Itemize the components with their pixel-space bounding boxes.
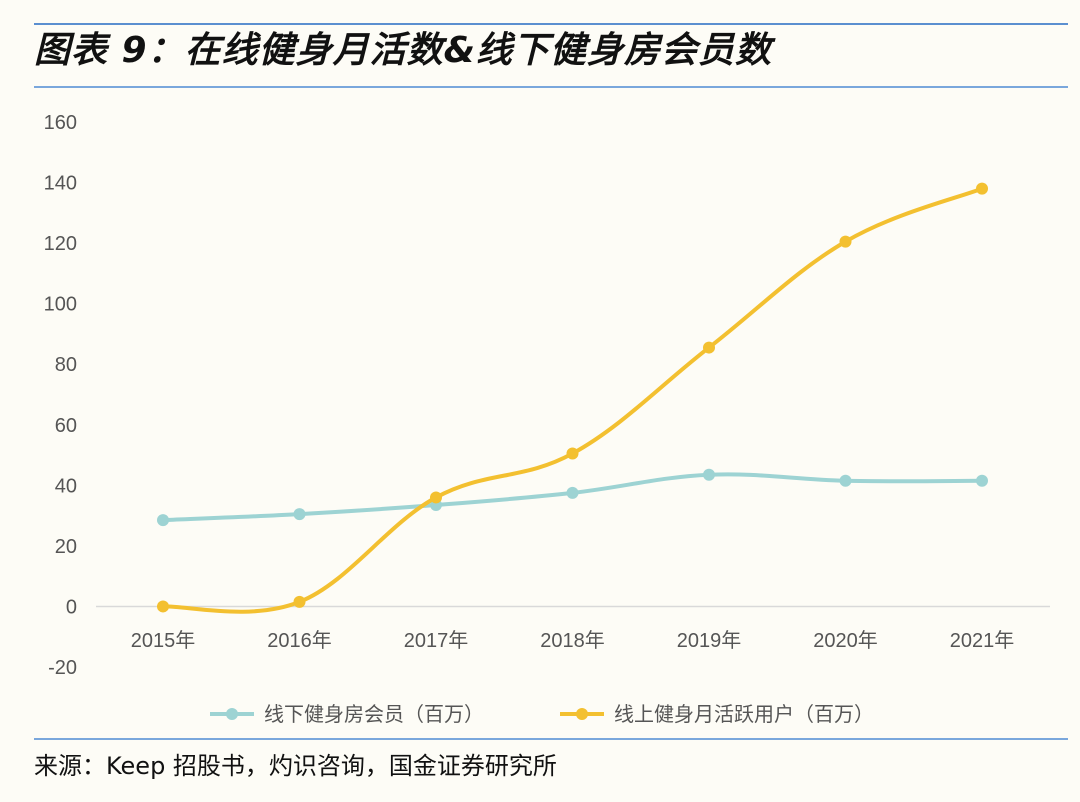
data-point <box>703 468 715 481</box>
y-tick-label: 20 <box>55 536 77 558</box>
data-point <box>293 508 306 521</box>
y-tick-label: -20 <box>48 657 77 679</box>
x-tick-label: 2021年 <box>950 629 1015 652</box>
y-tick-label: 80 <box>55 354 77 376</box>
x-tick-label: 2019年 <box>677 629 742 652</box>
series-line <box>161 186 984 614</box>
x-tick-label: 2018年 <box>540 629 605 652</box>
data-point <box>976 182 988 195</box>
legend-item: 线上健身月活跃用户（百万） <box>560 703 874 726</box>
legend-item: 线下健身房会员（百万） <box>210 703 484 726</box>
x-axis-ticks: 2015年 2016年 2017年 2018年 2019年 2020年 2021年 <box>131 629 1015 652</box>
y-tick-label: 0 <box>66 596 77 618</box>
y-tick-label: 120 <box>44 233 77 255</box>
source-note: 来源：Keep 招股书，灼识咨询，国金证券研究所 <box>34 752 557 780</box>
legend-swatch-marker <box>576 708 588 720</box>
series-online-fitness-mau <box>157 182 988 614</box>
x-tick-label: 2017年 <box>404 629 469 652</box>
y-axis-ticks: -20 0 20 40 60 80 100 120 140 160 <box>44 112 77 679</box>
series-offline-gym-members <box>157 468 988 527</box>
data-point <box>293 595 306 608</box>
data-point <box>976 474 988 487</box>
data-point <box>157 514 169 527</box>
data-point <box>839 474 852 487</box>
data-point <box>839 235 852 248</box>
x-tick-label: 2016年 <box>267 629 332 652</box>
legend-label: 线上健身月活跃用户（百万） <box>614 703 874 726</box>
y-tick-label: 140 <box>44 173 77 195</box>
data-point <box>566 447 579 460</box>
y-tick-label: 160 <box>44 112 77 134</box>
legend: 线下健身房会员（百万） 线上健身月活跃用户（百万） <box>210 703 874 726</box>
x-tick-label: 2020年 <box>813 629 878 652</box>
plot-frame <box>34 86 1068 740</box>
data-point <box>157 600 169 613</box>
figure-title: 图表 9：在线健身月活数&线下健身房会员数 <box>34 30 772 71</box>
series-lines <box>157 182 988 614</box>
x-tick-label: 2015年 <box>131 629 196 652</box>
legend-label: 线下健身房会员（百万） <box>264 703 484 726</box>
data-point <box>566 486 579 499</box>
y-tick-label: 60 <box>55 415 77 437</box>
y-tick-label: 40 <box>55 475 77 497</box>
data-point <box>703 341 715 354</box>
legend-swatch-marker <box>226 708 238 720</box>
y-tick-label: 100 <box>44 294 77 316</box>
data-point <box>430 491 442 504</box>
top-rule <box>34 23 1068 25</box>
